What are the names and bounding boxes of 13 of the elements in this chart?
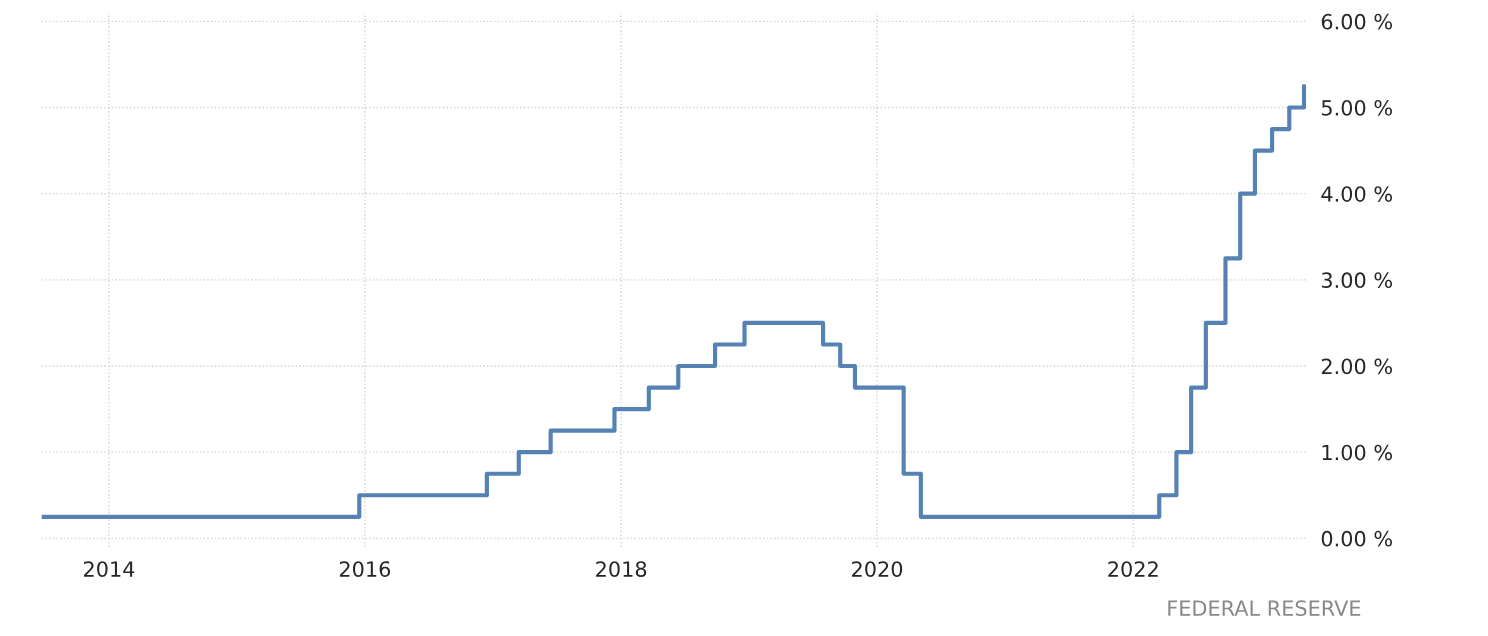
x-tick-label: 2018 xyxy=(596,561,647,577)
y-tick-label: 5.00 % xyxy=(1321,99,1393,116)
y-tick-label: 4.00 % xyxy=(1321,186,1393,202)
x-tick-label: 2014 xyxy=(83,561,135,577)
x-tick-label: 2020 xyxy=(852,561,903,577)
text: FEDERAL RESERVE xyxy=(1168,600,1361,617)
y-tick-label: 2.00 % xyxy=(1321,358,1393,375)
y-tick-label: 1.00 % xyxy=(1322,444,1393,461)
y-tick-label: 6.00 % xyxy=(1321,13,1393,30)
x-tick-label: 2016 xyxy=(339,561,391,577)
y-tick-label: 3.00 % xyxy=(1321,272,1393,289)
x-tick-label: 2022 xyxy=(1108,561,1158,577)
y-tick-label: 0.00 % xyxy=(1321,530,1393,547)
